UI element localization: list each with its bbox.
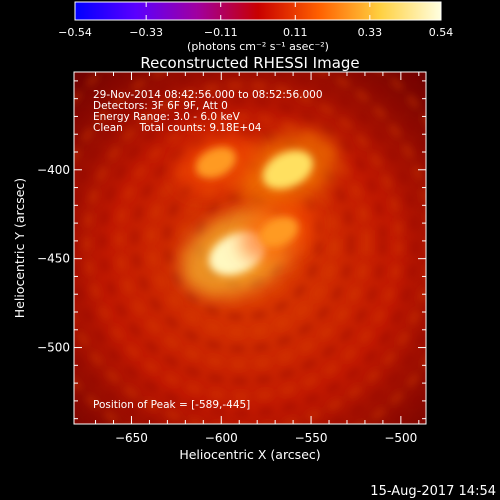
ripple-ring: [164, 162, 322, 320]
y-axis-label: Heliocentric Y (arcsec): [12, 178, 27, 318]
chart-title: Reconstructed RHESSI Image: [140, 54, 359, 72]
x-axis-label: Heliocentric X (arcsec): [179, 447, 320, 462]
ripple-ring: [116, 114, 370, 368]
y-tick-label: −400: [37, 163, 70, 177]
colorbar-tick-label: 0.33: [358, 26, 383, 39]
colorbar-unit-label: (photons cm⁻² s⁻¹ asec⁻²): [187, 40, 329, 53]
colorbar-tick-label: 0.54: [429, 26, 454, 39]
ripple-ring: [132, 130, 354, 352]
y-tick-label: −450: [37, 252, 70, 266]
source-blobs: [175, 130, 339, 297]
ripple-ring: [74, 72, 418, 416]
annotation-counts: Clean Total counts: 9.18E+04: [93, 122, 262, 134]
annotation-energy-range: Energy Range: 3.0 - 6.0 keV: [93, 111, 241, 123]
source-blob: [175, 131, 257, 195]
y-tick-label: −500: [37, 341, 70, 355]
x-tick-label: −550: [295, 431, 328, 445]
x-tick-label: −600: [205, 431, 238, 445]
peak-position-label: Position of Peak = [-589,-445]: [93, 399, 250, 411]
ripple-ring: [100, 98, 386, 384]
axis-ticks: −650 −600 −550 −500 −400 −450 −500: [37, 72, 426, 445]
annotation-time-range: 29-Nov-2014 08:42:56.000 to 08:52:56.000: [93, 89, 323, 101]
plot-frame: [73, 71, 427, 425]
source-blob: [239, 201, 318, 263]
colorbar-tick-label: −0.11: [204, 26, 238, 39]
annotation-detectors: Detectors: 3F 6F 9F, Att 0: [93, 100, 228, 112]
colorbar-tick-label: −0.33: [129, 26, 163, 39]
x-tick-label: −650: [115, 431, 148, 445]
colorbar-tick-label: 0.11: [283, 26, 308, 39]
source-blob: [237, 130, 339, 209]
colorbar: [74, 1, 442, 21]
footer-timestamp: 15-Aug-2017 14:54: [370, 484, 496, 499]
heatmap-image: [74, 72, 426, 424]
colorbar-ticks: −0.54 −0.33 −0.11 0.11 0.33 0.54: [58, 2, 453, 39]
colorbar-tick-label: −0.54: [58, 26, 92, 39]
x-tick-label: −500: [384, 431, 417, 445]
ripple-ring: [84, 82, 402, 400]
